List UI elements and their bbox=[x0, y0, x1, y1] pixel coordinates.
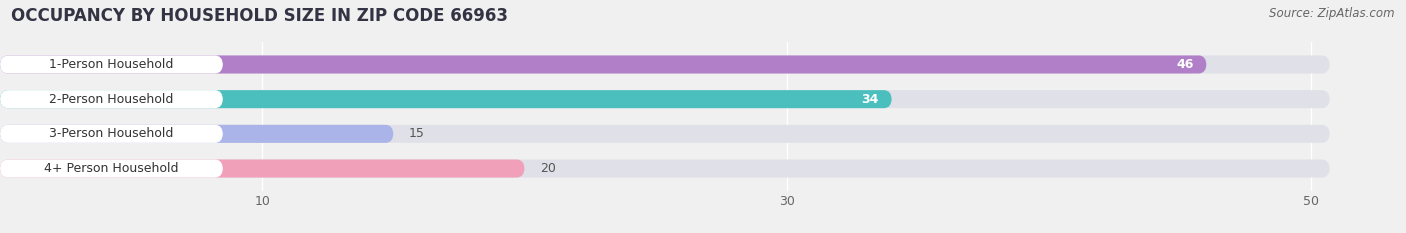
Text: OCCUPANCY BY HOUSEHOLD SIZE IN ZIP CODE 66963: OCCUPANCY BY HOUSEHOLD SIZE IN ZIP CODE … bbox=[11, 7, 508, 25]
Text: Source: ZipAtlas.com: Source: ZipAtlas.com bbox=[1270, 7, 1395, 20]
Text: 46: 46 bbox=[1175, 58, 1194, 71]
FancyBboxPatch shape bbox=[0, 90, 224, 108]
FancyBboxPatch shape bbox=[0, 55, 1330, 73]
FancyBboxPatch shape bbox=[0, 125, 394, 143]
FancyBboxPatch shape bbox=[0, 160, 224, 178]
Text: 4+ Person Household: 4+ Person Household bbox=[44, 162, 179, 175]
FancyBboxPatch shape bbox=[0, 160, 1330, 178]
Text: 20: 20 bbox=[540, 162, 557, 175]
Text: 1-Person Household: 1-Person Household bbox=[49, 58, 174, 71]
FancyBboxPatch shape bbox=[0, 125, 224, 143]
Text: 3-Person Household: 3-Person Household bbox=[49, 127, 174, 140]
FancyBboxPatch shape bbox=[0, 90, 891, 108]
Text: 2-Person Household: 2-Person Household bbox=[49, 93, 174, 106]
Text: 15: 15 bbox=[409, 127, 425, 140]
FancyBboxPatch shape bbox=[0, 55, 1206, 73]
FancyBboxPatch shape bbox=[0, 125, 1330, 143]
FancyBboxPatch shape bbox=[0, 160, 524, 178]
Text: 34: 34 bbox=[862, 93, 879, 106]
FancyBboxPatch shape bbox=[0, 90, 1330, 108]
FancyBboxPatch shape bbox=[0, 55, 224, 73]
